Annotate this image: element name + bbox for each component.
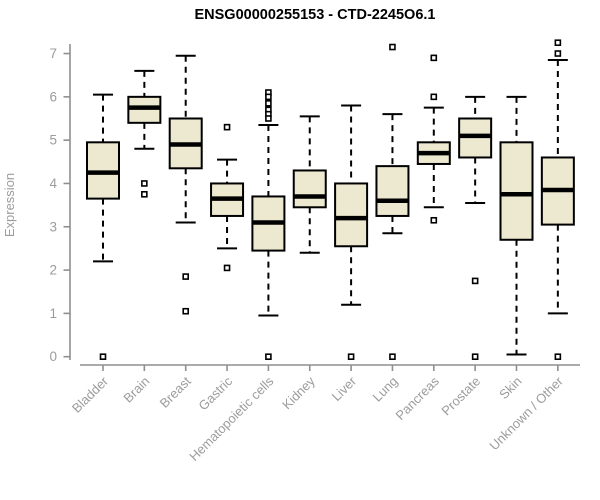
- outlier-point: [430, 54, 438, 62]
- x-category-label: Breast: [157, 373, 194, 410]
- outlier-point: [141, 190, 148, 198]
- x-category-label: Brain: [120, 374, 152, 406]
- outlier-point: [265, 353, 272, 361]
- outlier-point: [223, 264, 231, 272]
- outlier-point: [141, 180, 148, 187]
- iqr-box: [375, 165, 410, 217]
- x-category-label: Skin: [496, 374, 524, 402]
- outlier-point: [554, 39, 562, 47]
- iqr-box: [334, 182, 369, 248]
- outlier-point: [430, 216, 438, 224]
- outlier-point: [182, 273, 189, 280]
- x-category-label: Prostate: [438, 374, 483, 419]
- y-tick-label: 3: [49, 219, 57, 234]
- y-tick-label: 7: [49, 46, 57, 61]
- x-category-label: Gastric: [195, 373, 235, 413]
- x-category-label: Lung: [370, 374, 401, 405]
- boxplot-hematopoietic-cells: [251, 89, 286, 361]
- boxplot-kidney: [292, 115, 327, 254]
- outlier-point: [389, 43, 396, 51]
- outlier-point: [554, 353, 562, 361]
- x-category-label: Bladder: [69, 373, 112, 416]
- outlier-point: [223, 123, 231, 131]
- y-tick-label: 0: [49, 349, 57, 364]
- boxplot-skin: [499, 95, 534, 356]
- outlier-point: [265, 115, 272, 122]
- x-category-label: Kidney: [279, 373, 318, 412]
- outlier-point: [265, 93, 272, 101]
- outlier-point: [182, 307, 189, 315]
- outlier-point: [99, 353, 107, 361]
- x-category-label: Pancreas: [392, 373, 442, 423]
- boxplot-breast: [168, 54, 203, 315]
- boxplots: [86, 39, 575, 361]
- y-tick-label: 4: [49, 176, 57, 191]
- boxplot-brain: [127, 69, 162, 198]
- boxplot-gastric: [210, 123, 245, 272]
- outlier-point: [347, 353, 355, 361]
- y-tick-label: 6: [49, 89, 57, 104]
- outlier-point: [471, 277, 479, 285]
- outlier-point: [265, 100, 272, 107]
- x-category-label: Unknown / Other: [486, 373, 566, 453]
- outlier-point: [430, 93, 438, 101]
- outlier-point: [471, 353, 479, 361]
- boxplot-bladder: [86, 93, 120, 361]
- iqr-box: [292, 169, 327, 209]
- y-axis-label: Expression: [2, 173, 17, 237]
- x-category-label: Liver: [329, 373, 360, 404]
- y-tick-label: 1: [49, 306, 57, 321]
- boxplot-unknown-other: [540, 39, 575, 361]
- outlier-point: [554, 50, 562, 57]
- boxplot-liver: [334, 104, 369, 361]
- chart-title: ENSG00000255153 - CTD-2245O6.1: [194, 7, 435, 23]
- outlier-point: [389, 353, 396, 361]
- boxplot-pancreas: [416, 54, 451, 224]
- boxplot-lung: [375, 43, 410, 361]
- iqr-box: [499, 141, 534, 241]
- boxplot-prostate: [458, 95, 493, 361]
- y-tick-label: 5: [49, 133, 57, 148]
- y-tick-label: 2: [49, 263, 57, 278]
